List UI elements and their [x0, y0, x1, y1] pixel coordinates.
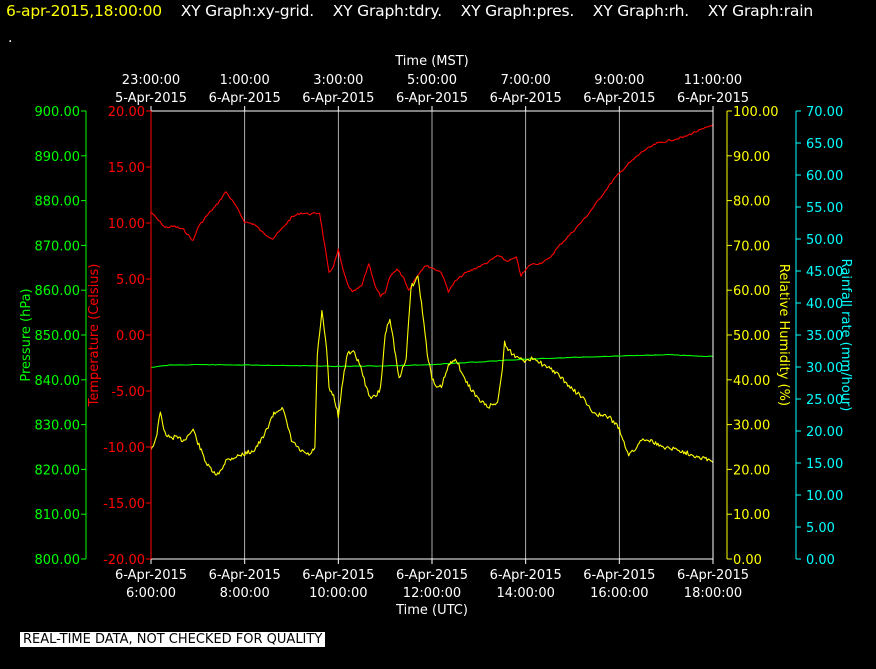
graph-label-tdry: XY Graph:tdry.	[332, 2, 442, 20]
x-top-tick-date: 5-Apr-2015	[115, 91, 187, 106]
temperature-tick-label: -20.00	[103, 553, 145, 568]
humidity-tick-label: 10.00	[733, 508, 770, 523]
pressure-axis-title: Pressure (hPa)	[19, 288, 34, 381]
x-top-tick-time: 11:00:00	[684, 73, 742, 88]
temperature-tick-label: -10.00	[103, 441, 145, 456]
series-layer	[150, 124, 714, 476]
x-top-axis-title: Time (MST)	[394, 54, 469, 69]
temperature-tick-label: 20.00	[108, 105, 145, 120]
humidity-tick-label: 70.00	[733, 239, 770, 254]
rainfall-axis-title: Rainfall rate (mm/hour)	[838, 259, 853, 412]
temperature-tick-label: -15.00	[103, 497, 145, 512]
header: 6-apr-2015,18:00:00 XY Graph:xy-grid. XY…	[6, 2, 827, 20]
x-top-tick-date: 6-Apr-2015	[583, 91, 655, 106]
rainfall-tick-label: 30.00	[806, 361, 843, 376]
x-bottom-tick-date: 6-Apr-2015	[490, 568, 562, 583]
x-bottom-tick-date: 6-Apr-2015	[396, 568, 468, 583]
x-top-tick-date: 6-Apr-2015	[396, 91, 468, 106]
x-bottom-tick-date: 6-Apr-2015	[115, 568, 187, 583]
x-top-tick-time: 5:00:00	[407, 73, 457, 88]
rainfall-tick-label: 0.00	[806, 553, 835, 568]
temperature-tick-label: 5.00	[116, 273, 145, 288]
humidity-series-line	[150, 275, 714, 476]
x-top-tick-time: 1:00:00	[220, 73, 270, 88]
humidity-tick-label: 30.00	[733, 419, 770, 434]
rainfall-tick-label: 25.00	[806, 393, 843, 408]
graph-label-xy-grid: XY Graph:xy-grid.	[180, 2, 315, 20]
humidity-tick-label: 0.00	[733, 553, 762, 568]
rainfall-tick-label: 35.00	[806, 329, 843, 344]
pressure-tick-label: 820.00	[35, 463, 81, 478]
x-top-tick-date: 6-Apr-2015	[209, 91, 281, 106]
humidity-tick-label: 90.00	[733, 150, 770, 165]
x-bottom-axis-title: Time (UTC)	[395, 603, 468, 618]
pressure-tick-label: 830.00	[35, 419, 81, 434]
humidity-tick-label: 60.00	[733, 284, 770, 299]
x-bottom-tick-date: 6-Apr-2015	[302, 568, 374, 583]
graph-label-pres: XY Graph:pres.	[460, 2, 575, 20]
pressure-series-line	[150, 353, 714, 368]
datetime-label: 6-apr-2015,18:00:00	[6, 2, 162, 20]
x-top-tick-time: 3:00:00	[313, 73, 363, 88]
rainfall-tick-label: 60.00	[806, 169, 843, 184]
humidity-tick-label: 50.00	[733, 329, 770, 344]
x-bottom-tick-time: 8:00:00	[220, 586, 270, 601]
x-bottom-tick-time: 18:00:00	[684, 586, 742, 601]
pressure-tick-label: 880.00	[35, 195, 81, 210]
header-marker: .	[8, 30, 13, 46]
rainfall-tick-label: 55.00	[806, 201, 843, 216]
x-top-tick-time: 23:00:00	[122, 73, 180, 88]
grid-layer	[244, 111, 620, 559]
x-top-tick-time: 9:00:00	[594, 73, 644, 88]
x-bottom-tick-time: 10:00:00	[309, 586, 367, 601]
axes-layer: 6-Apr-2015 6:00:00 23:00:00 5-Apr-2015 6-Apr…	[19, 54, 853, 618]
rainfall-tick-label: 70.00	[806, 105, 843, 120]
graph-label-rain: XY Graph:rain	[707, 2, 813, 20]
rainfall-tick-label: 20.00	[806, 425, 843, 440]
x-bottom-tick-time: 16:00:00	[590, 586, 648, 601]
x-bottom-tick-time: 6:00:00	[126, 586, 176, 601]
x-bottom-tick-time: 14:00:00	[496, 586, 554, 601]
humidity-tick-label: 40.00	[733, 374, 770, 389]
humidity-tick-label: 20.00	[733, 463, 770, 478]
pressure-tick-label: 850.00	[35, 329, 81, 344]
x-bottom-tick-date: 6-Apr-2015	[583, 568, 655, 583]
temperature-series-line	[150, 124, 714, 298]
pressure-tick-label: 890.00	[35, 150, 81, 165]
x-top-tick-date: 6-Apr-2015	[490, 91, 562, 106]
humidity-tick-label: 80.00	[733, 195, 770, 210]
x-top-tick-date: 6-Apr-2015	[302, 91, 374, 106]
temperature-tick-label: 10.00	[108, 217, 145, 232]
pressure-tick-label: 840.00	[35, 374, 81, 389]
pressure-tick-label: 810.00	[35, 508, 81, 523]
x-top-tick-time: 7:00:00	[501, 73, 551, 88]
x-bottom-tick-date: 6-Apr-2015	[677, 568, 749, 583]
temperature-axis-title: Temperature (Celsius)	[87, 264, 102, 408]
temperature-tick-label: 15.00	[108, 161, 145, 176]
quality-notice: REAL-TIME DATA, NOT CHECKED FOR QUALITY	[20, 632, 326, 647]
rainfall-tick-label: 45.00	[806, 265, 843, 280]
rainfall-tick-label: 65.00	[806, 137, 843, 152]
pressure-tick-label: 870.00	[35, 239, 81, 254]
rainfall-tick-label: 50.00	[806, 233, 843, 248]
rainfall-tick-label: 40.00	[806, 297, 843, 312]
graph-label-rh: XY Graph:rh.	[592, 2, 690, 20]
pressure-tick-label: 900.00	[35, 105, 81, 120]
humidity-tick-label: 100.00	[733, 105, 779, 120]
rainfall-tick-label: 10.00	[806, 489, 843, 504]
x-top-tick-date: 6-Apr-2015	[677, 91, 749, 106]
pressure-tick-label: 800.00	[35, 553, 81, 568]
temperature-tick-label: 0.00	[116, 329, 145, 344]
humidity-axis-title: Relative Humidity (%)	[776, 264, 791, 406]
pressure-tick-label: 860.00	[35, 284, 81, 299]
x-bottom-tick-time: 12:00:00	[403, 586, 461, 601]
x-bottom-tick-date: 6-Apr-2015	[209, 568, 281, 583]
rainfall-tick-label: 15.00	[806, 457, 843, 472]
rainfall-tick-label: 5.00	[806, 521, 835, 536]
temperature-tick-label: -5.00	[111, 385, 145, 400]
